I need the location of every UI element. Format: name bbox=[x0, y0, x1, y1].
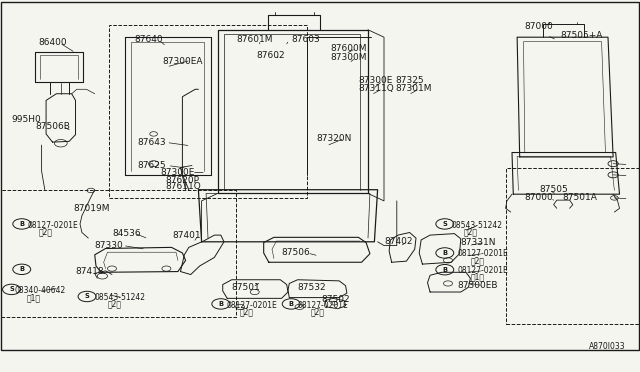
Text: 87532: 87532 bbox=[298, 283, 326, 292]
Text: 87502: 87502 bbox=[321, 295, 350, 304]
Text: 87019M: 87019M bbox=[74, 204, 110, 213]
Text: 87300E―: 87300E― bbox=[160, 169, 204, 177]
Text: 08127-0201E: 08127-0201E bbox=[458, 266, 508, 275]
Text: S: S bbox=[442, 221, 447, 227]
Text: 87611Q: 87611Q bbox=[165, 182, 201, 191]
Text: （2）: （2） bbox=[470, 256, 484, 265]
Text: B: B bbox=[218, 301, 223, 307]
Text: 87603: 87603 bbox=[291, 35, 320, 44]
Text: 87625: 87625 bbox=[138, 161, 166, 170]
Text: 87331N: 87331N bbox=[461, 238, 496, 247]
Text: 87505: 87505 bbox=[539, 185, 568, 194]
Text: 87301M: 87301M bbox=[396, 84, 432, 93]
Bar bbox=[1, 190, 236, 317]
Text: 87506B: 87506B bbox=[35, 122, 70, 131]
Text: 87600M: 87600M bbox=[330, 44, 367, 53]
Text: A870I033: A870I033 bbox=[589, 342, 625, 351]
Text: 84536: 84536 bbox=[112, 229, 141, 238]
Bar bbox=[506, 168, 639, 324]
Text: （2）: （2） bbox=[239, 307, 253, 316]
Text: （2）: （2） bbox=[464, 227, 478, 236]
Text: 87325: 87325 bbox=[396, 76, 424, 85]
Text: （2）: （2） bbox=[38, 227, 52, 236]
Text: 87402: 87402 bbox=[384, 237, 413, 246]
Text: 87506: 87506 bbox=[282, 248, 310, 257]
Text: 08127-0201E: 08127-0201E bbox=[298, 301, 348, 310]
Text: 87300M: 87300M bbox=[330, 53, 367, 62]
Text: 87300EA: 87300EA bbox=[162, 57, 202, 66]
Text: 08543-51242: 08543-51242 bbox=[451, 221, 502, 230]
Text: 08127-0201E: 08127-0201E bbox=[458, 249, 508, 258]
Text: 87501A: 87501A bbox=[562, 193, 596, 202]
Text: 87311Q: 87311Q bbox=[358, 84, 394, 93]
Text: 08543-51242: 08543-51242 bbox=[95, 293, 146, 302]
Text: 87300E: 87300E bbox=[358, 76, 393, 85]
Text: S: S bbox=[9, 286, 14, 292]
Text: 87601M: 87601M bbox=[237, 35, 273, 44]
Text: 87501: 87501 bbox=[232, 283, 260, 292]
Bar bbox=[109, 25, 307, 198]
Text: B: B bbox=[19, 266, 24, 272]
Text: 87640: 87640 bbox=[134, 35, 163, 44]
Text: S: S bbox=[84, 294, 90, 299]
Text: 87401: 87401 bbox=[173, 231, 202, 240]
Text: B: B bbox=[19, 221, 24, 227]
Text: 87620P: 87620P bbox=[165, 176, 199, 185]
Text: B: B bbox=[442, 250, 447, 256]
Text: B: B bbox=[442, 267, 447, 273]
Text: 87330: 87330 bbox=[95, 241, 124, 250]
Text: 08127-0201E: 08127-0201E bbox=[227, 301, 277, 310]
Text: 87320N: 87320N bbox=[317, 134, 352, 143]
Text: 08340-40642: 08340-40642 bbox=[14, 286, 65, 295]
Text: 87418: 87418 bbox=[76, 267, 104, 276]
Text: 86400: 86400 bbox=[38, 38, 67, 47]
Text: 87505+A: 87505+A bbox=[560, 31, 602, 40]
Text: 87000: 87000 bbox=[525, 22, 554, 31]
Text: 08127-0201E: 08127-0201E bbox=[28, 221, 78, 230]
Text: （1）: （1） bbox=[27, 293, 41, 302]
Text: 995H0: 995H0 bbox=[12, 115, 41, 124]
Text: 87000: 87000 bbox=[525, 193, 554, 202]
Text: 87300EB: 87300EB bbox=[458, 281, 498, 290]
Text: B: B bbox=[289, 301, 294, 307]
Text: （1）: （1） bbox=[470, 273, 484, 282]
Text: 87643: 87643 bbox=[138, 138, 166, 147]
Text: （2）: （2） bbox=[310, 307, 324, 316]
Text: 87602: 87602 bbox=[256, 51, 285, 60]
Text: （2）: （2） bbox=[108, 299, 122, 308]
